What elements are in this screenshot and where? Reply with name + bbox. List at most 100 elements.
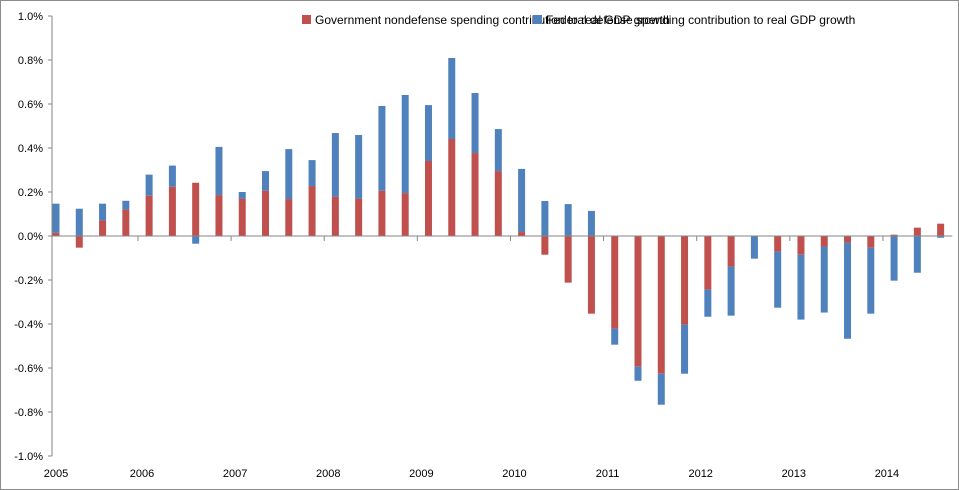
bar-nondefense-2005Q1 [52,232,60,236]
bar-nondefense-2014Q2 [913,227,921,236]
bar-nondefense-2010Q3 [564,236,572,283]
bar-nondefense-2011Q4 [681,236,689,325]
bar-nondefense-2014Q1 [890,234,898,236]
y-tick-label: -0.6% [14,363,43,375]
bar-defense-2010Q2 [541,201,549,236]
bar-defense-2007Q3 [285,149,293,200]
bar-nondefense-2010Q2 [541,236,549,255]
y-tick-label: 0.6% [18,99,43,111]
legend: Government nondefense spending contribut… [302,13,855,27]
bar-defense-2005Q4 [122,200,130,210]
bar-defense-2010Q1 [518,168,526,233]
y-tick-label: 0.4% [18,143,43,155]
bar-defense-2009Q1 [424,105,432,161]
bar-defense-2006Q3 [192,236,200,244]
bar-defense-2012Q3 [750,236,758,259]
bar-defense-2009Q4 [494,129,502,172]
x-tick-label: 2012 [688,468,712,480]
bar-defense-2012Q1 [704,289,712,317]
bar-nondefense-2013Q2 [820,236,828,247]
bar-nondefense-2011Q3 [657,236,665,374]
legend-label-defense: Federal defense spending contribution to… [546,13,855,27]
bar-defense-2012Q2 [727,266,735,316]
bar-defense-2011Q2 [634,366,642,381]
bar-defense-2014Q1 [890,236,898,281]
x-tick-label: 2005 [44,468,68,480]
bar-nondefense-2011Q1 [611,236,619,329]
bar-nondefense-2008Q1 [331,196,339,236]
bar-nondefense-2010Q1 [518,232,526,236]
bar-defense-2011Q3 [657,373,665,405]
bar-defense-2012Q4 [774,251,782,308]
bar-nondefense-2007Q3 [285,199,293,236]
bar-nondefense-2008Q4 [401,193,409,236]
bar-defense-2013Q4 [867,247,875,314]
x-tick-label: 2008 [316,468,340,480]
bar-defense-2013Q1 [797,254,805,320]
bar-defense-2010Q3 [564,204,572,236]
bar-nondefense-2009Q1 [424,160,432,236]
x-tick-label: 2007 [223,468,247,480]
y-tick-label: -0.4% [14,319,43,331]
x-tick-label: 2006 [130,468,154,480]
bar-defense-2013Q3 [844,242,852,339]
bar-nondefense-2005Q4 [122,209,130,236]
bar-defense-2014Q3 [937,236,945,238]
bar-defense-2008Q1 [331,133,339,197]
y-tick-label: -0.2% [14,275,43,287]
bar-nondefense-2008Q3 [378,190,386,236]
bar-defense-2009Q3 [471,93,479,154]
x-tick-label: 2014 [875,468,899,480]
bar-defense-2008Q4 [401,94,409,194]
bar-nondefense-2010Q4 [587,236,595,314]
y-tick-label: 0.0% [18,231,43,243]
bar-defense-2006Q2 [168,165,176,187]
bar-nondefense-2013Q3 [844,236,852,243]
x-tick-label: 2010 [502,468,526,480]
y-tick-label: 0.2% [18,187,43,199]
axes-layer: 1.0% 0.8% 0.6% 0.4% 0.2% 0.0% -0.2% -0.4% -0.6% -… [14,11,953,480]
bar-defense-2011Q4 [681,324,689,374]
legend-swatch-defense [533,15,542,24]
bar-nondefense-2009Q4 [494,171,502,236]
legend-swatch-nondefense [302,15,311,24]
bar-defense-2008Q2 [355,135,363,199]
x-tick-label: 2009 [409,468,433,480]
bar-nondefense-2012Q2 [727,236,735,267]
legend-label-nondefense: Government nondefense spending contribut… [315,13,670,27]
x-tick-label: 2013 [782,468,806,480]
bar-nondefense-2012Q4 [774,236,782,252]
bar-nondefense-2012Q1 [704,236,712,290]
bar-defense-2007Q2 [262,171,270,191]
bar-defense-2006Q4 [215,146,223,196]
bar-nondefense-2013Q4 [867,236,875,248]
bar-defense-2011Q1 [611,328,619,345]
bar-nondefense-2007Q4 [308,186,316,236]
bar-nondefense-2005Q2 [75,236,83,248]
bar-nondefense-2006Q2 [168,186,176,236]
bar-defense-2013Q2 [820,246,828,313]
bar-nondefense-2013Q1 [797,236,805,255]
bar-defense-2007Q4 [308,160,316,187]
y-tick-label: -1.0% [14,451,43,463]
bar-nondefense-2009Q3 [471,153,479,236]
bar-nondefense-2008Q2 [355,198,363,236]
bar-defense-2009Q2 [448,58,456,139]
bar-defense-2014Q2 [913,236,921,273]
bar-defense-2006Q1 [145,174,153,196]
y-tick-label: -0.8% [14,407,43,419]
bar-defense-2005Q2 [75,208,83,236]
bar-nondefense-2007Q1 [238,198,246,236]
y-tick-label: 1.0% [18,11,43,23]
bar-defense-2010Q4 [587,210,595,236]
bar-nondefense-2006Q4 [215,195,223,236]
bars-layer [52,58,945,405]
bar-nondefense-2006Q1 [145,195,153,236]
bar-defense-2005Q3 [99,203,107,221]
bar-nondefense-2009Q2 [448,138,456,236]
bar-defense-2005Q1 [52,203,60,233]
bar-nondefense-2006Q3 [192,182,200,236]
bar-defense-2007Q1 [238,192,246,199]
